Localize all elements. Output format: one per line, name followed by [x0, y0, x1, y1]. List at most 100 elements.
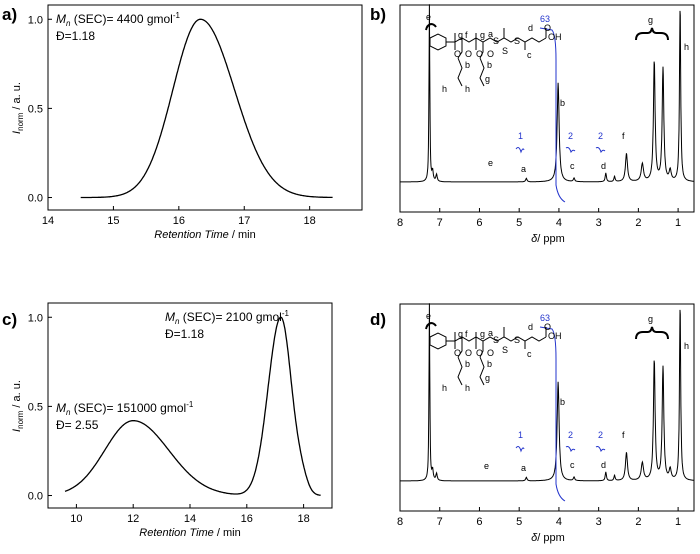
y-tick-label: 1.0 [28, 14, 43, 26]
mn-annotation-c-high: Mn (SEC)= 2100 gmol-1 [165, 309, 290, 326]
peak-label-e: e [488, 158, 493, 168]
sec-curve-a [80, 18, 333, 199]
integral-label-1-d: 1 [518, 430, 523, 440]
integral-curve-63 [539, 27, 566, 203]
x-tick-label: 3 [596, 217, 602, 229]
struct-label-oh-d: OH [548, 331, 562, 341]
x-tick-label: 12 [127, 513, 139, 525]
integral-label-2a-d: 2 [568, 430, 573, 440]
struct-label-o4-d: O [487, 348, 494, 358]
struct-label-o3: O [476, 49, 483, 59]
struct-label-g2: g [480, 30, 485, 40]
struct-label-o-acid: O [544, 23, 551, 33]
struct-label-g2-d: g [480, 329, 485, 339]
panel-c: c) 10 12 14 16 18 0.0 0.5 1.0 Retention Time /… [2, 302, 333, 539]
x-tick-label: 10 [70, 513, 82, 525]
x-ticks-c: 10 12 14 16 18 [70, 504, 310, 525]
brace-e-d [425, 321, 437, 330]
peak-label-h: h [684, 42, 689, 52]
x-tick-label: 16 [241, 513, 253, 525]
peak-label-h-d: h [684, 341, 689, 351]
x-tick-label: 5 [516, 516, 522, 528]
struct-label-s3-d: S [502, 345, 508, 355]
peak-label-e-d: e [484, 461, 489, 471]
nmr-spectrum-b [400, 4, 694, 183]
struct-label-g1: g [458, 30, 463, 40]
sec-curve-c [64, 316, 321, 496]
peak-label-b: b [560, 98, 565, 108]
integral-label-2b-d: 2 [598, 430, 603, 440]
peak-label-a-d: a [521, 463, 526, 473]
brace-e [425, 22, 437, 31]
y-tick-label: 0.5 [28, 401, 43, 413]
struct-label-h1: h [442, 84, 447, 94]
panel-a: a) 14 15 16 17 18 0.0 0.5 1.0 Retention Time /… [2, 4, 363, 241]
integral-curve-2b [595, 147, 606, 154]
struct-label-oh: OH [548, 32, 562, 42]
struct-label-g3-d: g [485, 373, 490, 383]
x-tick-label: 15 [107, 215, 119, 227]
x-tick-label: 4 [556, 516, 562, 528]
struct-label-c-d: c [527, 349, 532, 359]
struct-label-f: f [465, 30, 468, 40]
mn-annotation-c-low: Mn (SEC)= 151000 gmol-1 [56, 400, 194, 417]
panel-label-d: d) [370, 310, 386, 329]
integral-label-2a: 2 [568, 131, 573, 141]
x-tick-label: 2 [635, 217, 641, 229]
peak-label-g: g [648, 15, 653, 25]
backbone-bonds [446, 28, 547, 87]
struct-label-s2-d: S [514, 335, 520, 345]
x-tick-label: 6 [476, 516, 482, 528]
y-tick-label: 0.5 [28, 103, 43, 115]
x-tick-label: 2 [635, 516, 641, 528]
plot-frame-b [399, 4, 695, 213]
struct-label-g1-d: g [458, 329, 463, 339]
integral-label-1: 1 [518, 131, 523, 141]
chemical-structure-d: e g f g a d c b b h h g OH O S S S O O O… [425, 311, 562, 393]
integral-label-2b: 2 [598, 131, 603, 141]
x-tick-label: 17 [238, 215, 250, 227]
x-tick-label: 1 [675, 516, 681, 528]
x-tick-label: 8 [397, 516, 403, 528]
peak-label-c-d: c [570, 460, 575, 470]
integral-curve-1 [515, 147, 525, 154]
x-axis-label-d: δ/ ppm [531, 532, 565, 544]
plot-frame-a [47, 4, 363, 211]
x-tick-label: 16 [173, 215, 185, 227]
x-tick-label: 14 [184, 513, 196, 525]
struct-label-b2-d: b [487, 359, 492, 369]
benzene-ring-d [429, 332, 447, 350]
x-axis-label-b: δ/ ppm [531, 233, 565, 245]
struct-label-h1-d: h [442, 383, 447, 393]
chemical-structure-b: e g f g a d c b b h h g OH O S S S O O O… [425, 12, 562, 94]
struct-label-o1-d: O [454, 348, 461, 358]
x-tick-label: 7 [437, 516, 443, 528]
struct-label-b2: b [487, 60, 492, 70]
y-tick-label: 0.0 [28, 491, 43, 503]
peak-label-a: a [521, 164, 526, 174]
brace-g [635, 27, 669, 41]
brace-g-d [635, 326, 669, 340]
peak-label-b-d: b [560, 397, 565, 407]
x-tick-label: 1 [675, 217, 681, 229]
x-ticks-d: 8 7 6 5 4 3 2 1 [397, 507, 681, 528]
struct-label-d-d: d [528, 322, 533, 332]
benzene-ring [429, 33, 447, 51]
backbone-bonds-d [446, 327, 547, 386]
struct-label-d: d [528, 23, 533, 33]
integral-curve-2b-d [595, 446, 606, 453]
struct-label-s1-d: S [493, 335, 499, 345]
struct-label-c: c [527, 50, 532, 60]
x-ticks-b: 8 7 6 5 4 3 2 1 [397, 208, 681, 229]
struct-label-e-d: e [426, 311, 431, 321]
x-tick-label: 3 [596, 516, 602, 528]
struct-label-s2: S [514, 36, 520, 46]
x-tick-label: 4 [556, 217, 562, 229]
peak-label-d-d: d [601, 460, 606, 470]
plot-frame-d [399, 303, 695, 512]
struct-label-h2: h [465, 84, 470, 94]
struct-label-a: a [488, 29, 493, 39]
